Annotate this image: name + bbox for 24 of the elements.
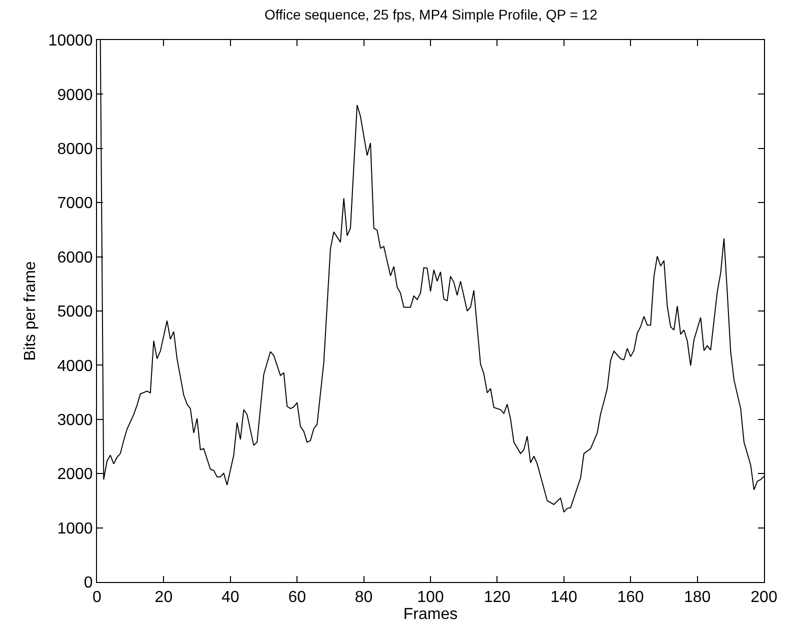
y-tick-label: 2000 xyxy=(57,466,93,484)
x-tick-label: 20 xyxy=(154,589,173,606)
y-tick-label: 10000 xyxy=(48,32,93,50)
x-tick-label: 40 xyxy=(222,589,240,606)
chart-title: Office sequence, 25 fps, MP4 Simple Profile, QP = 12 xyxy=(264,6,598,22)
y-tick-label: 5000 xyxy=(57,304,93,321)
x-tick-label: 200 xyxy=(750,589,778,606)
y-tick-label: 9000 xyxy=(57,86,93,104)
x-tick-label: 180 xyxy=(684,589,711,606)
x-tick-label: 160 xyxy=(617,589,644,606)
x-tick-label: 140 xyxy=(550,589,578,606)
y-tick-label: 1000 xyxy=(57,520,93,538)
x-axis-title: Frames xyxy=(403,606,458,624)
y-tick-label: 6000 xyxy=(57,249,93,266)
y-tick-label: 4000 xyxy=(57,358,93,375)
y-tick-label: 0 xyxy=(84,574,93,592)
x-tick-label: 120 xyxy=(484,589,511,606)
x-tick-label: 60 xyxy=(288,589,306,606)
y-tick-label: 3000 xyxy=(57,412,93,429)
y-axis-title: Bits per frame xyxy=(22,261,40,361)
x-tick-label: 80 xyxy=(354,589,373,606)
y-tick-label: 8000 xyxy=(57,141,93,158)
x-tick-label: 100 xyxy=(417,589,444,606)
y-tick-label: 7000 xyxy=(57,195,93,212)
